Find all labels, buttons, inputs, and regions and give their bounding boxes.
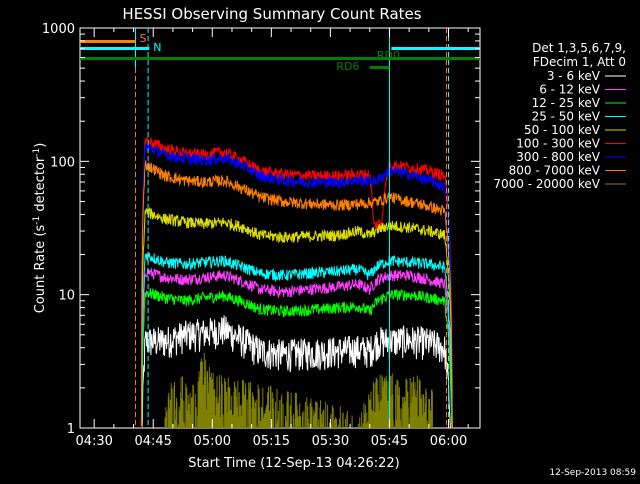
- y-axis-label-main: Count Rate (s: [33, 225, 48, 314]
- legend-label: 100 - 300 keV: [516, 137, 600, 151]
- x-tick-label: 05:30: [312, 434, 349, 449]
- y-axis-label-sup1: -1: [32, 216, 42, 225]
- legend-label: 6 - 12 keV: [539, 83, 601, 97]
- series-line: [164, 352, 433, 428]
- flag-bar-n-right: [391, 47, 480, 50]
- x-tick-label: 04:45: [134, 434, 171, 449]
- flag-label-s: S: [139, 32, 146, 45]
- legend-label: 25 - 50 keV: [532, 110, 601, 124]
- axis-ticks: 1 10 100 1000 04:30 04:45 05:00 05:15 05:30 05:45…: [42, 22, 480, 449]
- x-tick-label: 04:30: [75, 434, 112, 449]
- y-axis-label-mid: detector: [33, 156, 48, 216]
- x-tick-label: 05:45: [371, 434, 408, 449]
- legend-label: 3 - 6 keV: [547, 69, 601, 83]
- y-axis-label-end: ): [33, 143, 48, 148]
- legend-label: 7000 - 20000 keV: [493, 177, 600, 191]
- legend-label: 50 - 100 keV: [524, 123, 601, 137]
- series-line: [140, 252, 453, 429]
- y-axis-label: Count Rate (s-1 detector-1): [32, 143, 48, 314]
- series-layer: [140, 135, 453, 429]
- x-axis-label: Start Time (12-Sep-13 04:26:22): [188, 456, 399, 471]
- legend-label: 12 - 25 keV: [532, 96, 601, 110]
- chart-title: HESSI Observing Summary Count Rates: [122, 5, 421, 23]
- legend-label: 800 - 7000 keV: [509, 164, 601, 178]
- legend: Det 1,3,5,6,7,9, FDecim 1, Att 0 3 - 6 k…: [493, 41, 626, 191]
- series-line: [140, 315, 453, 429]
- flag-label-rd0: RD0: [377, 49, 400, 62]
- y-tick-label: 100: [50, 155, 75, 170]
- series-line: [140, 160, 453, 429]
- legend-title-2: FDecim 1, Att 0: [533, 55, 626, 69]
- y-tick-label: 1: [67, 422, 75, 437]
- flag-label-rd6: RD6: [336, 60, 359, 73]
- flag-label-n: N: [153, 41, 161, 54]
- x-tick-label: 05:00: [194, 434, 231, 449]
- y-tick-label: 1000: [42, 22, 75, 37]
- flag-bar-rd0: [80, 57, 480, 60]
- legend-title-1: Det 1,3,5,6,7,9,: [532, 41, 626, 55]
- series-line: [140, 267, 453, 429]
- flag-bar-rd6: [369, 66, 390, 69]
- flag-bar-s: [80, 40, 136, 43]
- x-tick-label: 06:00: [430, 434, 467, 449]
- series-line: [140, 288, 453, 429]
- series-line: [140, 207, 453, 429]
- legend-label: 300 - 800 keV: [516, 150, 600, 164]
- y-axis-label-sup2: -1: [32, 148, 42, 157]
- status-flags: SN RD0 RD6: [80, 28, 480, 428]
- y-tick-label: 10: [58, 289, 75, 304]
- footer-date: 12-Sep-2013 08:59: [549, 468, 636, 478]
- x-tick-label: 05:15: [253, 434, 290, 449]
- flag-bar-n-left: [80, 47, 150, 50]
- series-line: [140, 143, 453, 424]
